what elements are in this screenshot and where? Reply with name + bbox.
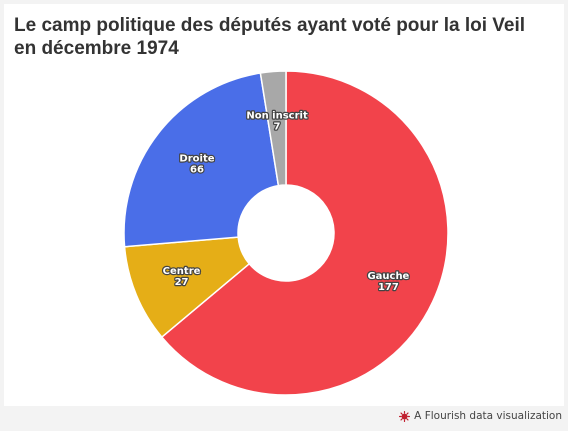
flourish-credit-text: A Flourish data visualization [414,410,562,422]
slice-droite[interactable] [123,72,280,248]
slice-value-gauche: 177 [378,282,399,293]
slice-value-droite: 66 [190,164,204,175]
chart-card: Le camp politique des députés ayant voté… [4,4,564,406]
flourish-logo-icon [399,410,411,422]
slice-label-non-inscrit: Non inscrit [246,110,308,121]
slice-non-inscrit[interactable] [259,70,287,187]
slice-value-centre: 27 [175,277,189,288]
slice-value-non-inscrit: 7 [274,121,281,132]
slice-label-droite: Droite [179,153,214,164]
slice-label-gauche: Gauche [367,271,409,282]
chart-title: Le camp politique des députés ayant voté… [14,15,526,59]
slice-label-centre: Centre [163,266,201,277]
slice-gauche[interactable] [160,70,449,396]
flourish-credit-link[interactable]: A Flourish data visualization [399,410,562,422]
